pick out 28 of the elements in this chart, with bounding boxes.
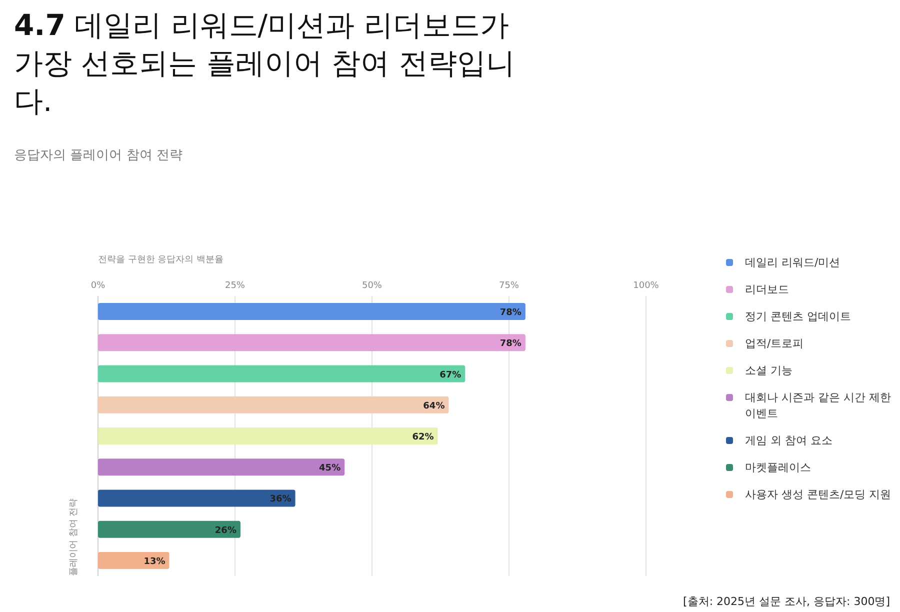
data-label: 62% <box>412 432 434 442</box>
title: 4.7 데일리 리워드/미션과 리더보드가 가장 선호되는 플레이어 참여 전략입니다. <box>14 7 516 120</box>
x-axis-title: 전략을 구현한 응답자의 백분율 <box>98 255 224 265</box>
legend-label: 마켓플레이스 <box>745 461 811 474</box>
legend-label: 사용자 생성 콘텐츠/모딩 지원 <box>745 488 892 501</box>
legend-label: 데일리 리워드/미션 <box>745 256 840 269</box>
legend-label: 소셜 기능 <box>745 364 792 377</box>
x-tick-label: 25% <box>224 281 246 291</box>
x-tick-label: 100% <box>633 281 660 291</box>
data-label: 13% <box>144 556 166 567</box>
text: [출처: 2025년 설문 조사, 응답자: 300명] <box>683 594 890 609</box>
data-label: 78% <box>500 308 522 318</box>
legend-label: 리더보드 <box>745 283 789 296</box>
data-label: 45% <box>319 464 341 474</box>
chart-subtitle: 응답자의 플레이어 참여 전략 <box>14 147 182 164</box>
data-label: 26% <box>214 526 236 536</box>
legend-label: 게임 외 참여 요소 <box>745 434 832 447</box>
data-label: 67% <box>440 370 462 380</box>
legend-label: 대회나 시즌과 같은 시간 제한 이벤트 <box>745 391 891 420</box>
data-label: 36% <box>270 494 292 505</box>
data-label: 78% <box>500 339 522 350</box>
x-tick-label: 50% <box>362 281 382 291</box>
legend-label: 업적/트로피 <box>745 337 804 350</box>
legend-label: 정기 콘텐츠 업데이트 <box>745 310 851 323</box>
x-tick-label: 0% <box>90 281 106 291</box>
data-label: 64% <box>423 401 445 412</box>
x-tick-label: 75% <box>498 281 520 291</box>
y-axis-title: 플레이어 참여 전략 <box>69 498 79 576</box>
